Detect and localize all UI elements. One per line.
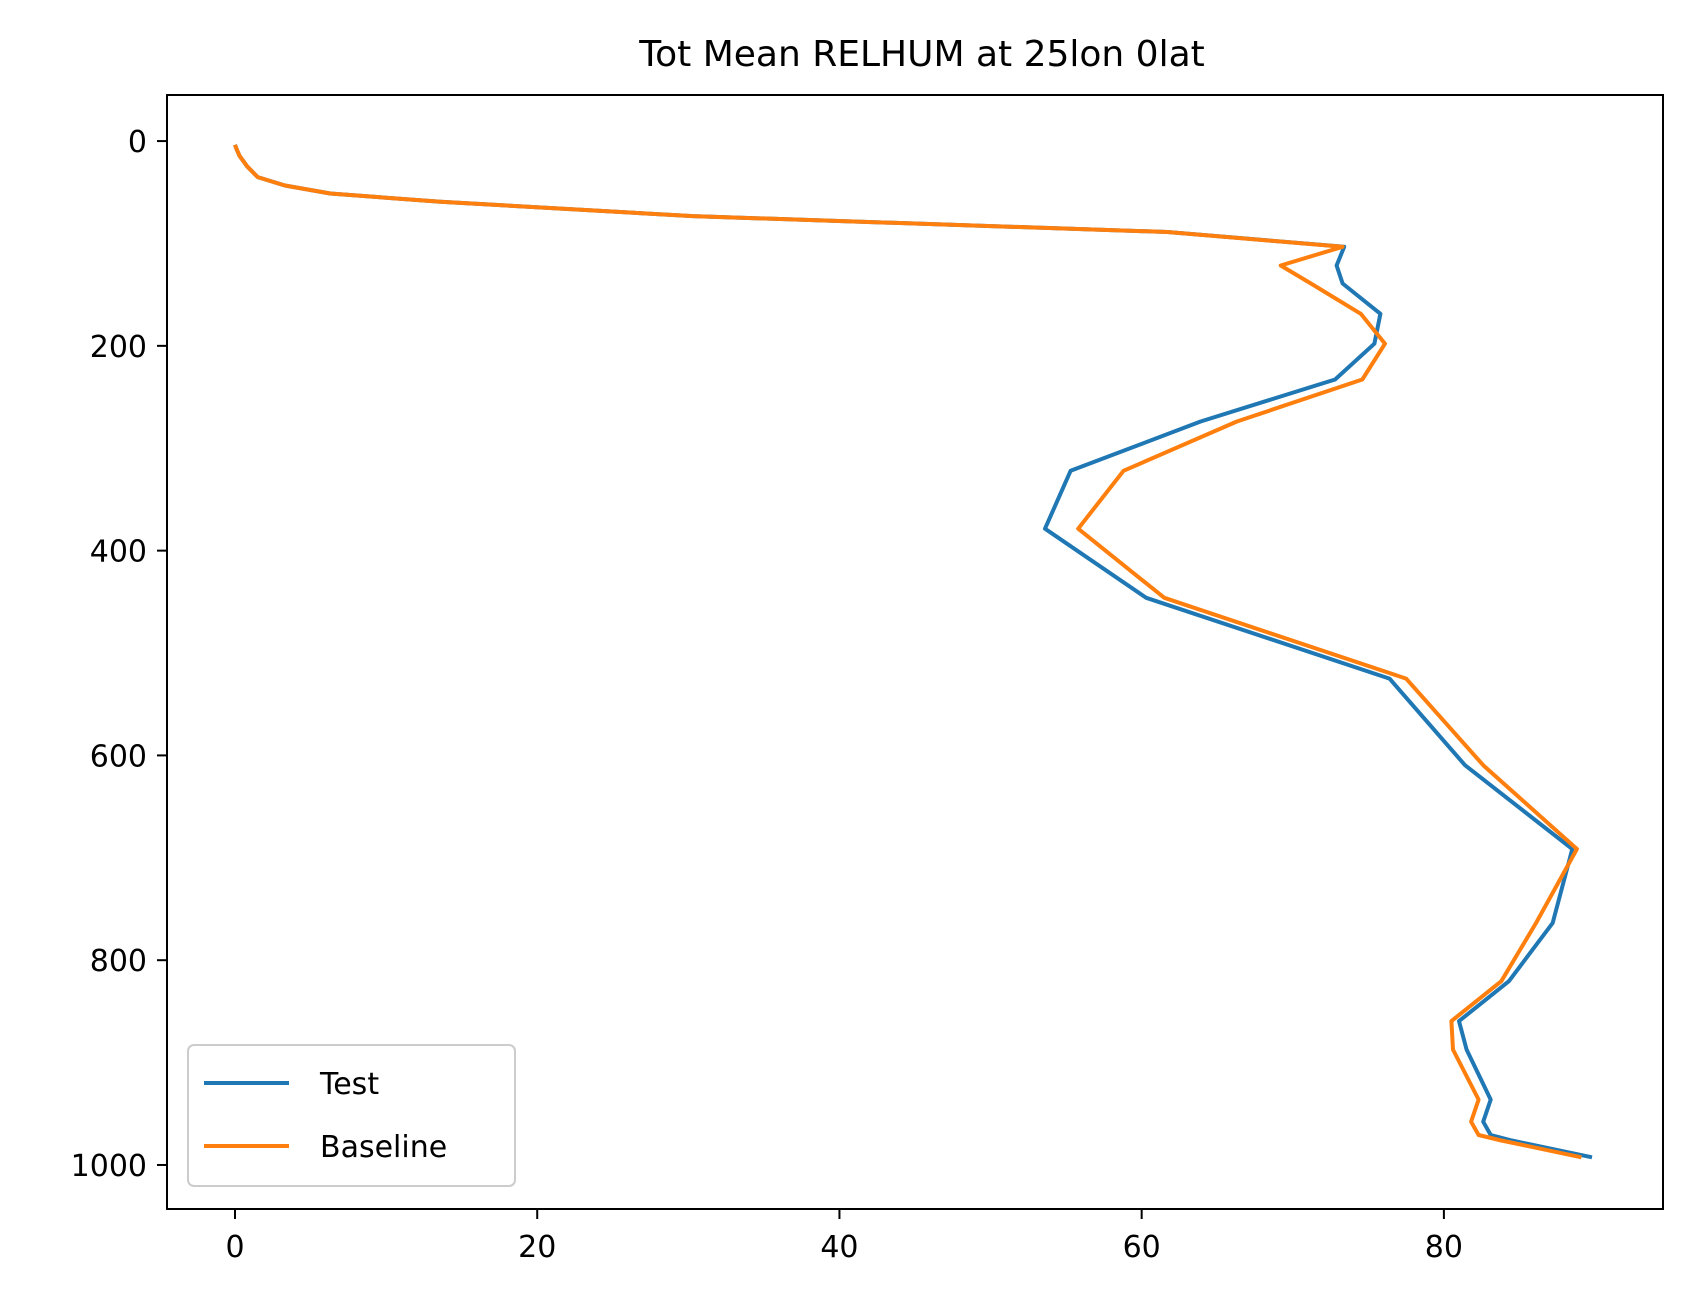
y-tick-label: 0 xyxy=(128,125,147,160)
y-tick-label: 600 xyxy=(90,739,147,774)
y-tick-label: 800 xyxy=(90,944,147,979)
plot-frame xyxy=(166,94,1664,1210)
legend-label-test: Test xyxy=(319,1067,379,1102)
legend-label-baseline: Baseline xyxy=(320,1130,447,1165)
series-line-baseline xyxy=(233,144,1582,1160)
legend-box xyxy=(187,1044,516,1187)
y-tick-label: 200 xyxy=(90,330,147,365)
series-layer xyxy=(233,144,1593,1160)
legend: Test Baseline xyxy=(187,1044,516,1187)
x-tick-label: 20 xyxy=(518,1230,556,1265)
x-tick-label: 40 xyxy=(820,1230,858,1265)
y-tick-label: 400 xyxy=(90,535,147,570)
x-tick-label: 60 xyxy=(1123,1230,1161,1265)
chart-title: Tot Mean RELHUM at 25lon 0lat xyxy=(638,34,1205,75)
y-tick-label: 1000 xyxy=(71,1149,147,1184)
x-tick-label: 0 xyxy=(225,1230,244,1265)
x-tick-label: 80 xyxy=(1425,1230,1463,1265)
